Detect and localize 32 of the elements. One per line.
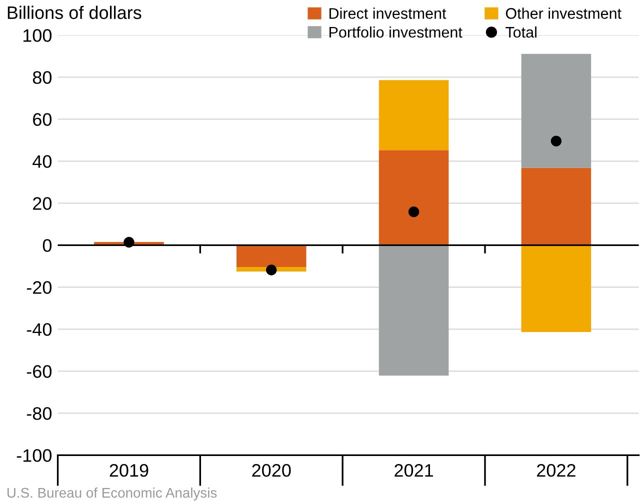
text: U.S. Bureau of Economic Analysis (7, 488, 217, 500)
bar (521, 245, 592, 332)
legend-label: Portfolio investment (330, 26, 462, 38)
point (124, 236, 134, 248)
point (266, 264, 277, 276)
point (550, 136, 562, 146)
y-tick-label: 40 (32, 155, 52, 168)
y-tick-label: 100 (23, 29, 52, 42)
bar (521, 168, 592, 246)
y-tick-label: 20 (33, 197, 52, 210)
y-tick-label: -80 (26, 407, 52, 420)
legend-label: Direct investment (330, 8, 446, 19)
y-tick-label: -60 (26, 365, 52, 378)
point (408, 206, 420, 218)
y-tick-label: -100 (16, 449, 52, 462)
bar (378, 80, 449, 150)
y-tick-label: 0 (42, 239, 52, 252)
y-tick-label: -20 (26, 281, 52, 294)
legend-label: Total (506, 26, 536, 38)
x-tick-label: 2019 (110, 464, 148, 477)
bar (378, 150, 449, 246)
legend-label: Other investment (506, 8, 622, 19)
y-tick-label: -40 (26, 323, 52, 336)
x-tick-label: 2020 (252, 464, 291, 477)
y-tick-label: 80 (32, 71, 52, 84)
bar (521, 54, 592, 168)
bar (236, 245, 306, 268)
y-tick-label: 60 (33, 113, 52, 126)
x-tick-label: 2022 (537, 464, 576, 477)
x-tick-label: 2021 (394, 464, 433, 477)
y-axis-title: Billions of dollars (8, 6, 142, 20)
bar (378, 245, 449, 376)
